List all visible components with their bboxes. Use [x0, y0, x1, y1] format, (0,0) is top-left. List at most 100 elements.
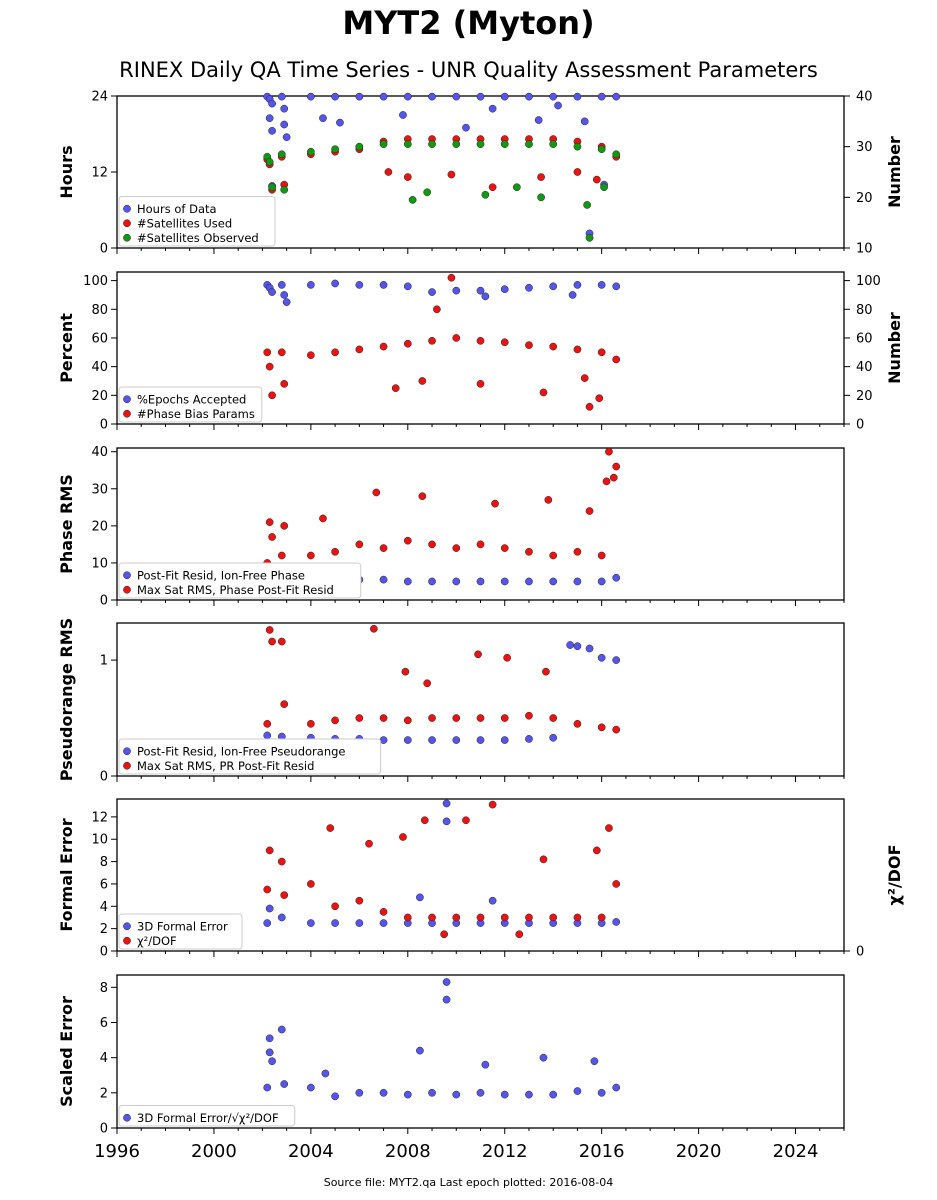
data-point [268, 391, 276, 400]
data-point [488, 183, 497, 192]
y2-axis-label: Number [885, 312, 904, 384]
data-point [597, 551, 606, 560]
data-point [319, 514, 327, 523]
data-point [537, 193, 545, 202]
chart-title: MYT2 (Myton) [342, 4, 595, 42]
data-point [452, 913, 461, 922]
y-tick-label: 6 [100, 877, 108, 892]
y2-tick-label: 80 [856, 303, 873, 318]
data-point [539, 388, 548, 397]
y2-tick-label: 40 [856, 90, 873, 105]
data-point [355, 714, 364, 722]
legend-label: Post-Fit Resid, Ion-Free Pseudorange [137, 744, 345, 758]
data-point [403, 339, 412, 348]
data-point [612, 355, 621, 364]
y-tick-label: 4 [100, 900, 108, 915]
data-point [307, 880, 315, 888]
data-point [331, 716, 339, 725]
data-point [326, 824, 335, 832]
legend-box [118, 1105, 296, 1127]
data-point [428, 140, 436, 148]
data-point [573, 345, 582, 354]
data-point [585, 402, 594, 411]
legend-marker [123, 219, 131, 228]
data-point [544, 496, 553, 504]
data-point [452, 140, 461, 148]
legend-label: χ²/DOF [137, 934, 177, 948]
data-point [399, 111, 407, 119]
data-point [500, 338, 509, 347]
x-tick-label: 2004 [288, 1141, 334, 1162]
data-point [452, 92, 461, 101]
data-point [336, 118, 344, 127]
data-point [447, 273, 456, 282]
data-point [277, 637, 286, 646]
data-point [488, 896, 497, 905]
data-point [331, 919, 339, 927]
data-point [612, 462, 621, 471]
data-point [474, 650, 482, 659]
data-point [476, 336, 485, 345]
data-point [416, 1046, 424, 1055]
data-point [277, 348, 286, 357]
data-point [476, 286, 485, 295]
legend-marker [123, 585, 131, 594]
data-point [525, 547, 533, 556]
data-point [403, 140, 412, 148]
data-point [379, 1088, 388, 1097]
data-point [549, 1090, 558, 1099]
data-point [355, 540, 364, 549]
y2-tick-label: 40 [856, 360, 873, 375]
legend-label: #Phase Bias Params [137, 407, 255, 421]
data-point [597, 281, 606, 289]
data-point [612, 92, 621, 101]
legend-marker [123, 936, 131, 945]
data-point [573, 92, 582, 101]
x-tick-label: 2020 [676, 1141, 722, 1162]
data-point [580, 374, 589, 382]
data-point [277, 92, 286, 101]
chart-subtitle: RINEX Daily QA Time Series - UNR Quality… [119, 58, 818, 82]
data-point [408, 196, 417, 204]
data-point [476, 736, 485, 744]
legend-label: Max Sat RMS, PR Post-Fit Resid [137, 759, 314, 773]
data-point [355, 281, 364, 289]
legend-marker [123, 409, 131, 418]
data-point [403, 577, 412, 586]
y-axis-label: Pseudorange RMS [57, 618, 76, 781]
data-point [331, 902, 339, 911]
data-point [491, 499, 499, 508]
data-point [597, 913, 606, 922]
data-point [391, 384, 400, 393]
data-point [612, 725, 621, 734]
legend-box [118, 913, 243, 950]
legend-marker [123, 1113, 131, 1122]
data-point [590, 1057, 599, 1066]
data-point [452, 714, 461, 722]
y-tick-label: 12 [91, 810, 108, 825]
data-point [263, 731, 272, 740]
legend-marker [123, 204, 131, 213]
y2-tick-label: 30 [856, 140, 873, 155]
data-point [423, 188, 432, 197]
data-point [476, 714, 485, 722]
data-point [268, 99, 276, 108]
data-point [379, 140, 388, 148]
data-point [263, 919, 272, 927]
y-tick-label: 2 [100, 1086, 108, 1101]
data-point [355, 345, 364, 354]
data-point [597, 348, 606, 357]
data-point [549, 733, 558, 742]
y-axis-label: Percent [57, 313, 76, 383]
data-point [331, 279, 339, 288]
data-point [265, 1034, 274, 1043]
data-point [355, 896, 364, 905]
y2-axis-label: χ²/DOF [885, 845, 904, 906]
data-point [612, 282, 621, 291]
data-point [331, 145, 339, 154]
y-tick-label: 8 [100, 981, 108, 996]
y-axis-label: Formal Error [57, 818, 76, 931]
data-point [573, 719, 582, 728]
x-tick-label: 2016 [579, 1141, 625, 1162]
data-point [428, 1088, 436, 1097]
